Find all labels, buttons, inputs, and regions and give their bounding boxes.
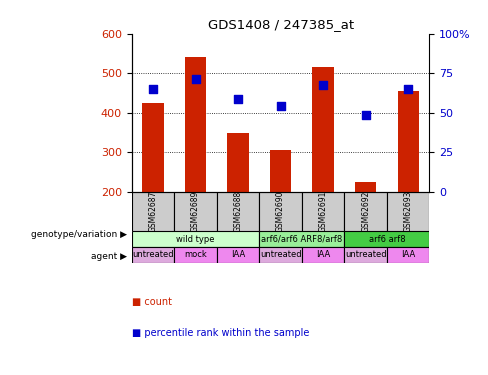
Bar	[174, 192, 217, 231]
Text: wild type: wild type	[176, 235, 215, 244]
Point	[277, 103, 285, 109]
Text: GSM62690: GSM62690	[276, 191, 285, 232]
Text: ■ percentile rank within the sample: ■ percentile rank within the sample	[132, 327, 309, 338]
Text: arf6/arf6 ARF8/arf8: arf6/arf6 ARF8/arf8	[261, 235, 343, 244]
Bar	[345, 247, 387, 262]
Bar	[185, 57, 206, 192]
Point	[192, 76, 200, 82]
Bar	[132, 247, 174, 262]
Text: GSM62692: GSM62692	[361, 191, 370, 232]
Text: IAA: IAA	[231, 250, 245, 259]
Text: GSM62693: GSM62693	[404, 191, 413, 232]
Text: GSM62687: GSM62687	[148, 191, 158, 232]
Bar	[387, 247, 429, 262]
Point	[149, 86, 157, 92]
Bar	[398, 91, 419, 192]
Point	[404, 86, 412, 92]
Bar	[259, 247, 302, 262]
Bar	[142, 103, 163, 192]
Text: untreated: untreated	[260, 250, 302, 259]
Text: IAA: IAA	[401, 250, 415, 259]
Bar	[345, 192, 387, 231]
Text: mock: mock	[184, 250, 207, 259]
Point	[319, 82, 327, 88]
Text: arf6 arf8: arf6 arf8	[368, 235, 405, 244]
Bar	[217, 192, 259, 231]
Bar	[355, 182, 376, 192]
Bar	[270, 150, 291, 192]
Title: GDS1408 / 247385_at: GDS1408 / 247385_at	[207, 18, 354, 31]
Text: genotype/variation ▶: genotype/variation ▶	[31, 230, 127, 239]
Bar	[174, 247, 217, 262]
Point	[362, 112, 369, 118]
Bar	[227, 134, 249, 192]
Bar	[302, 247, 345, 262]
Bar	[259, 231, 345, 247]
Bar	[132, 192, 174, 231]
Bar	[312, 68, 334, 192]
Text: IAA: IAA	[316, 250, 330, 259]
Bar	[345, 231, 429, 247]
Text: untreated: untreated	[345, 250, 386, 259]
Bar	[217, 247, 259, 262]
Text: agent ▶: agent ▶	[91, 252, 127, 261]
Text: GSM62689: GSM62689	[191, 191, 200, 232]
Bar	[387, 192, 429, 231]
Text: ■ count: ■ count	[132, 297, 172, 307]
Text: untreated: untreated	[132, 250, 174, 259]
Bar	[302, 192, 345, 231]
Bar	[259, 192, 302, 231]
Text: GSM62691: GSM62691	[319, 191, 327, 232]
Point	[234, 96, 242, 102]
Text: GSM62688: GSM62688	[234, 191, 243, 232]
Bar	[132, 231, 259, 247]
